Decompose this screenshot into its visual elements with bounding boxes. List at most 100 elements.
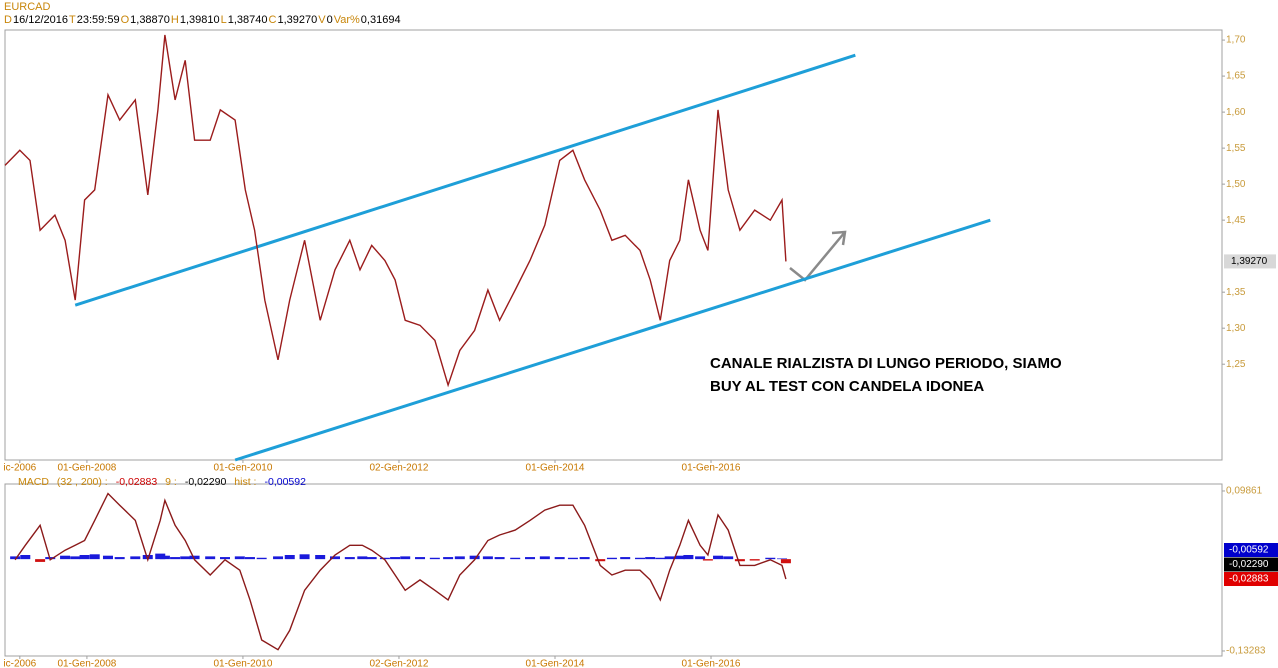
hist-bar [664,556,675,560]
x-tick-label: 01-Gen-2008 [57,463,116,474]
info-value: 1,38740 [227,14,268,26]
hist-bar [494,557,505,560]
macd-line [14,492,787,651]
info-key: L [220,14,227,26]
x-tick-label: 01-Gen-2008 [57,659,116,668]
legend-item: -0,00592 [264,476,306,488]
legend-item: MACD [18,476,49,488]
info-value: 1,39270 [277,14,318,26]
hist-bar [89,554,100,560]
hist-bar [344,557,355,560]
hist-bar [79,554,90,560]
legend-item: 9 : [165,476,177,488]
info-value: 1,39810 [179,14,220,26]
hist-bar [234,556,245,560]
hist-bar [674,555,685,560]
x-tick-label: 01-Gen-2010 [213,463,272,474]
legend-item: -0,02883 [115,476,158,488]
x-tick-label: ic-2006 [3,463,36,474]
y-tick-label: 1,60 [1226,107,1246,118]
macd-legend: MACD (32 , 200) : -0,02883 9 : -0,02290 hist … [18,476,314,488]
last-value-box [1224,572,1278,586]
info-value: 0,31694 [360,14,401,26]
price-line [4,34,787,388]
hist-bar [70,556,81,560]
x-tick-label: 01-Gen-2016 [682,659,741,668]
hist-bar [765,557,776,560]
hist-bar [567,557,578,560]
hist-bar [159,555,170,560]
info-key: H [170,14,179,26]
y-tick-label: 0,09861 [1226,486,1263,497]
hist-bar [273,556,284,560]
header: EURCAD D16/12/2016T23:59:59O1,38870H1,39… [4,1,402,27]
last-value-label: -0,02883 [1229,574,1269,585]
hist-bar [329,556,340,560]
annotation: CANALE RIALZISTA DI LUNGO PERIODO, SIAMO… [710,352,1062,398]
hist-bar [244,557,255,560]
last-value-box [1224,557,1278,572]
hist-bar [315,554,326,560]
hist-bar [635,557,646,560]
hist-bar [554,557,565,560]
y-tick-label: 1,70 [1226,35,1246,46]
info-value: 0 [326,14,333,26]
hist-bar [205,556,216,560]
last-value-label: -0,00592 [1229,545,1269,556]
hist-bar [525,557,536,560]
last-price-label: 1,39270 [1231,256,1268,267]
y-tick-label: 1,35 [1226,287,1246,298]
x-tick-label: 02-Gen-2012 [369,463,428,474]
legend-item: hist : [234,476,257,488]
hist-bar [713,555,724,560]
hist-bar [415,557,426,560]
y-tick-label: 1,45 [1226,215,1246,226]
y-tick-label: 1,25 [1226,359,1246,370]
hist-bar [114,557,125,560]
y-tick-label: 1,65 [1226,71,1246,82]
hist-bar [595,559,606,562]
hist-bar [130,556,141,560]
info-key: C [268,14,277,26]
hist-bar [749,559,760,561]
hist-bar [780,559,791,564]
info-row: D16/12/2016T23:59:59O1,38870H1,39810L1,3… [4,14,402,27]
last-value-label: -0,02290 [1229,559,1269,570]
panel-frame [4,29,1223,461]
hist-bar [35,559,46,562]
hist-bar [170,557,181,560]
annotation-line: BUY AL TEST CON CANDELA IDONEA [710,378,985,395]
hist-bar [723,556,734,560]
hist-bar [142,554,153,560]
hist-bar [702,559,713,561]
annotation-line: CANALE RIALZISTA DI LUNGO PERIODO, SIAMO [710,355,1062,372]
hist-bar [357,556,368,560]
info-key: O [120,14,130,26]
x-tick-label: 01-Gen-2016 [682,463,741,474]
info-key: V [318,14,326,26]
hist-bar [379,557,390,560]
info-value: 16/12/2016 [12,14,69,26]
info-value: 23:59:59 [76,14,120,26]
hist-bar [695,556,706,560]
hist-bar [620,557,631,560]
hist-bar [683,554,694,560]
info-key: Var% [333,14,360,26]
hist-bar [180,556,191,560]
last-price-box [1224,254,1276,269]
hist-bar [469,555,480,560]
trend-line [234,218,991,462]
symbol: EURCAD [4,1,51,13]
hist-bar [366,557,377,560]
hist-bar [284,554,295,560]
legend-item: (32 , 200) : [56,476,108,488]
trend-line [74,53,856,307]
hist-bar [102,555,113,560]
hist-bar [443,557,454,560]
hist-bar [20,554,31,560]
legend-item: -0,02290 [184,476,227,488]
hist-bar [10,556,21,560]
hist-bar [655,557,666,560]
